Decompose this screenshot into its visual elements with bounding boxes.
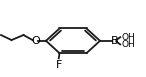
Text: B: B (111, 36, 118, 46)
Text: OH: OH (121, 40, 135, 49)
Text: OH: OH (121, 33, 135, 42)
Text: O: O (31, 36, 40, 46)
Text: F: F (56, 60, 62, 70)
